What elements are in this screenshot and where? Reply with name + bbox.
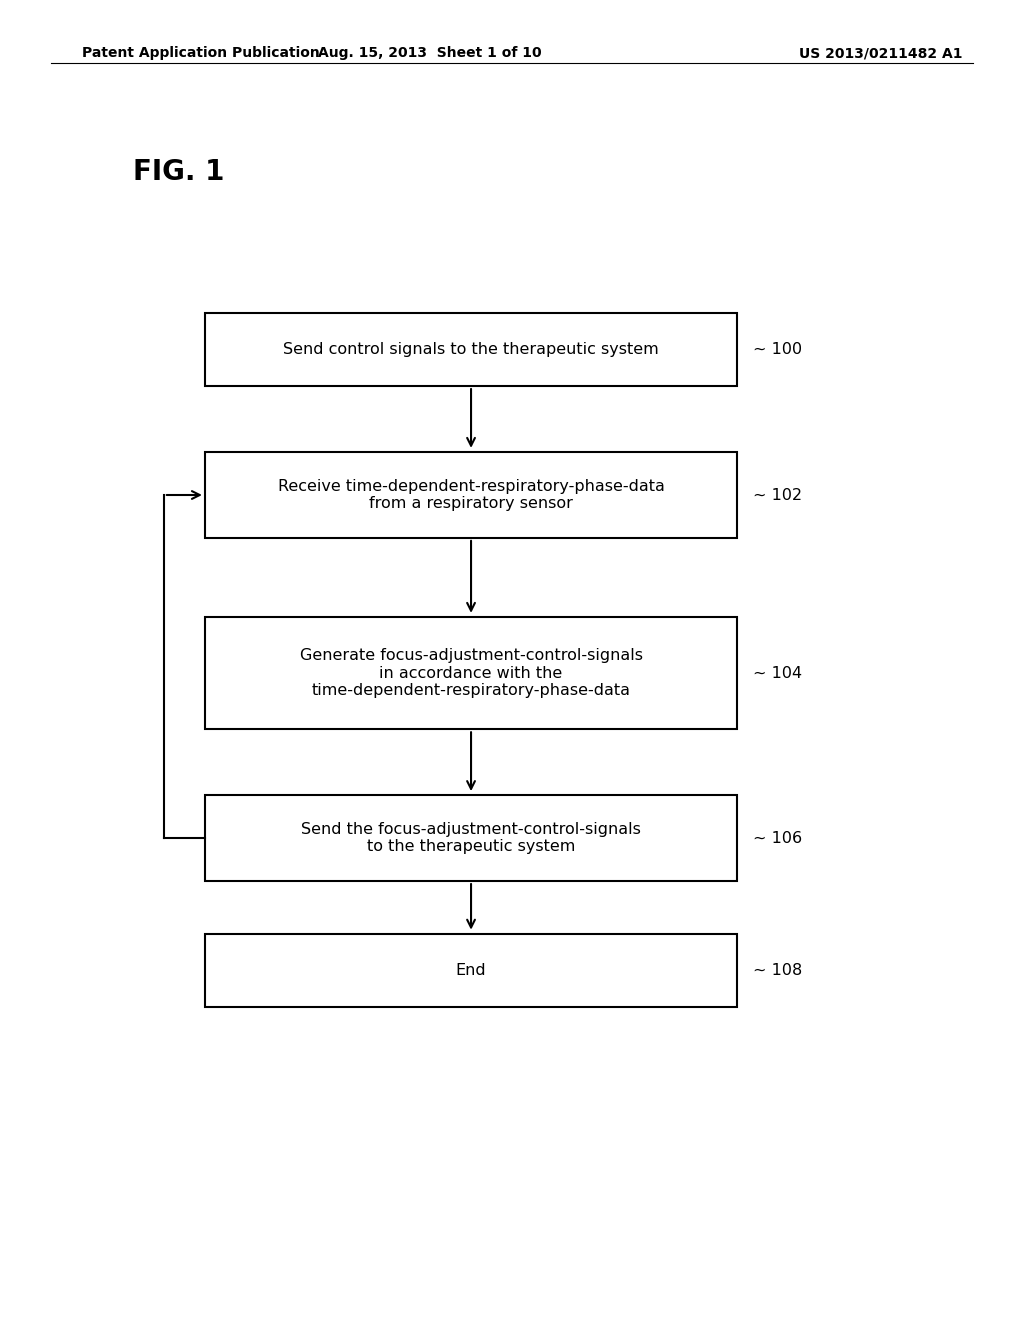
Text: ~ 108: ~ 108	[753, 962, 802, 978]
Text: Receive time-dependent-respiratory-phase-data
from a respiratory sensor: Receive time-dependent-respiratory-phase…	[278, 479, 665, 511]
Text: Patent Application Publication: Patent Application Publication	[82, 46, 319, 61]
Text: ~ 106: ~ 106	[753, 830, 802, 846]
Text: End: End	[456, 962, 486, 978]
Text: Aug. 15, 2013  Sheet 1 of 10: Aug. 15, 2013 Sheet 1 of 10	[318, 46, 542, 61]
Text: FIG. 1: FIG. 1	[133, 157, 224, 186]
Text: Generate focus-adjustment-control-signals
in accordance with the
time-dependent-: Generate focus-adjustment-control-signal…	[300, 648, 642, 698]
Text: ~ 102: ~ 102	[753, 487, 802, 503]
Text: ~ 100: ~ 100	[753, 342, 802, 358]
FancyBboxPatch shape	[205, 451, 737, 539]
Text: US 2013/0211482 A1: US 2013/0211482 A1	[799, 46, 963, 61]
FancyBboxPatch shape	[205, 935, 737, 1006]
FancyBboxPatch shape	[205, 618, 737, 729]
Text: Send control signals to the therapeutic system: Send control signals to the therapeutic …	[284, 342, 658, 358]
Text: Send the focus-adjustment-control-signals
to the therapeutic system: Send the focus-adjustment-control-signal…	[301, 822, 641, 854]
FancyBboxPatch shape	[205, 795, 737, 882]
FancyBboxPatch shape	[205, 313, 737, 385]
Text: ~ 104: ~ 104	[753, 665, 802, 681]
